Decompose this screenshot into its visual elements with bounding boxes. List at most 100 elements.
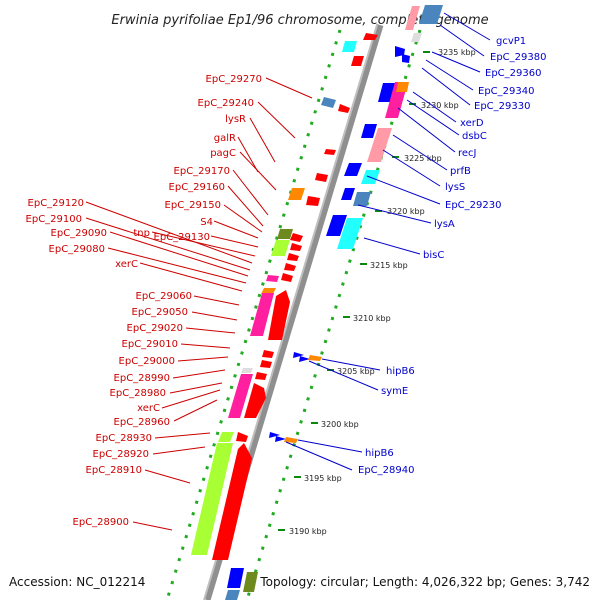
gene-feature[interactable] (260, 360, 272, 368)
gene-label[interactable]: lysR (225, 114, 246, 125)
gene-label[interactable]: tnp (133, 228, 150, 239)
gene-label[interactable]: EpC_29080 (49, 244, 105, 255)
gene-feature[interactable] (227, 568, 244, 588)
gene-feature[interactable] (218, 432, 234, 442)
gene-feature[interactable] (337, 218, 363, 249)
gene-label[interactable]: EpC_28960 (114, 417, 170, 428)
gene-feature[interactable] (290, 243, 302, 251)
gene-feature[interactable] (363, 33, 378, 40)
gene-label[interactable]: hipB6 (386, 366, 415, 377)
gene-feature[interactable] (261, 288, 276, 294)
gene-feature[interactable] (243, 572, 258, 592)
gene-feature[interactable] (288, 188, 305, 200)
gene-feature[interactable] (353, 192, 371, 206)
gene-feature[interactable] (250, 293, 274, 336)
gene-label[interactable]: EpC_29130 (154, 232, 210, 243)
gene-label[interactable]: EpC_29060 (136, 291, 192, 302)
gene-label[interactable]: lysS (445, 182, 465, 193)
gene-label[interactable]: EpC_29050 (132, 307, 188, 318)
gene-label[interactable]: gcvP1 (496, 36, 526, 47)
gene-label[interactable]: EpC_29010 (122, 339, 178, 350)
gene-label[interactable]: symE (381, 386, 408, 397)
gene-feature[interactable] (293, 352, 304, 358)
gene-feature[interactable] (419, 5, 443, 24)
gene-label[interactable]: EpC_28980 (110, 388, 166, 399)
gene-label[interactable]: EpC_28920 (93, 449, 149, 460)
gene-feature[interactable] (299, 356, 310, 362)
gene-label[interactable]: prfB (450, 166, 471, 177)
gene-feature[interactable] (405, 6, 420, 30)
gene-label[interactable]: pagC (210, 148, 236, 159)
gene-feature[interactable] (411, 33, 422, 42)
gene-label[interactable]: EpC_29270 (206, 74, 262, 85)
gene-feature[interactable] (271, 240, 290, 256)
gene-label[interactable]: EpC_29340 (478, 86, 534, 97)
gene-label[interactable]: EpC_29000 (119, 356, 175, 367)
gene-label[interactable]: EpC_29360 (485, 68, 541, 79)
gene-label[interactable]: EpC_28940 (358, 465, 414, 476)
gene-label[interactable]: EpC_28930 (96, 433, 152, 444)
gene-feature[interactable] (308, 355, 322, 361)
gene-label[interactable]: EpC_29380 (490, 52, 546, 63)
gene-feature[interactable] (326, 215, 347, 236)
gene-feature[interactable] (284, 437, 298, 443)
gene-feature[interactable] (236, 432, 248, 442)
gene-feature[interactable] (315, 173, 328, 182)
scale-label: 3235 kbp (438, 48, 476, 57)
gene-label[interactable]: xerC (137, 403, 160, 414)
gene-label[interactable]: galR (214, 133, 236, 144)
gene-feature[interactable] (241, 368, 253, 373)
gene-label[interactable]: hipB6 (365, 448, 394, 459)
gene-feature[interactable] (281, 273, 293, 282)
gene-feature[interactable] (191, 443, 233, 555)
gene-feature[interactable] (255, 372, 267, 380)
gene-label[interactable]: dsbC (462, 131, 487, 142)
gene-feature[interactable] (324, 149, 336, 155)
gene-label[interactable]: xerD (460, 118, 484, 129)
gene-feature[interactable] (275, 436, 286, 442)
gene-label[interactable]: EpC_28990 (114, 373, 170, 384)
gene-feature[interactable] (351, 56, 364, 66)
gene-label[interactable]: recJ (458, 148, 477, 159)
gene-label[interactable]: EpC_29230 (445, 200, 501, 211)
gene-feature[interactable] (361, 124, 377, 138)
gene-label[interactable]: EpC_29240 (198, 98, 254, 109)
gene-label[interactable]: EpC_29020 (127, 323, 183, 334)
gene-label[interactable]: xerC (115, 259, 138, 270)
gene-feature[interactable] (212, 443, 252, 560)
gene-feature[interactable] (306, 196, 320, 206)
gene-label[interactable]: EpC_29120 (28, 198, 84, 209)
gene-label[interactable]: EpC_28910 (86, 465, 142, 476)
gene-feature[interactable] (344, 163, 362, 176)
gene-label[interactable]: EpC_29330 (474, 101, 530, 112)
gene-label[interactable]: lysA (434, 219, 455, 230)
gene-feature[interactable] (244, 383, 266, 418)
gene-feature[interactable] (277, 229, 293, 239)
gene-feature[interactable] (367, 128, 392, 162)
gene-feature[interactable] (225, 590, 240, 600)
gene-feature[interactable] (228, 374, 253, 418)
gene-label[interactable]: bisC (423, 250, 444, 261)
gene-label[interactable]: EpC_29150 (165, 200, 221, 211)
gene-feature[interactable] (287, 253, 299, 261)
gene-label[interactable]: EpC_28900 (73, 517, 129, 528)
gene-feature[interactable] (269, 432, 280, 438)
gene-feature[interactable] (338, 104, 350, 113)
gene-feature[interactable] (262, 350, 274, 358)
gene-label[interactable]: EpC_29170 (174, 166, 230, 177)
gene-label[interactable]: EpC_29100 (26, 214, 82, 225)
gene-feature[interactable] (266, 275, 279, 282)
gene-label[interactable]: EpC_29090 (51, 228, 107, 239)
gene-label[interactable]: S4 (200, 217, 213, 228)
gene-feature[interactable] (321, 97, 336, 108)
gene-feature[interactable] (268, 290, 290, 340)
gene-feature[interactable] (284, 263, 296, 271)
gene-feature[interactable] (341, 188, 355, 200)
gene-label[interactable]: EpC_29160 (169, 182, 225, 193)
gene-feature[interactable] (290, 233, 303, 242)
gene-feature[interactable] (396, 82, 409, 92)
gene-feature[interactable] (402, 54, 410, 63)
gene-feature[interactable] (342, 41, 357, 52)
scale-label: 3225 kbp (404, 154, 442, 163)
